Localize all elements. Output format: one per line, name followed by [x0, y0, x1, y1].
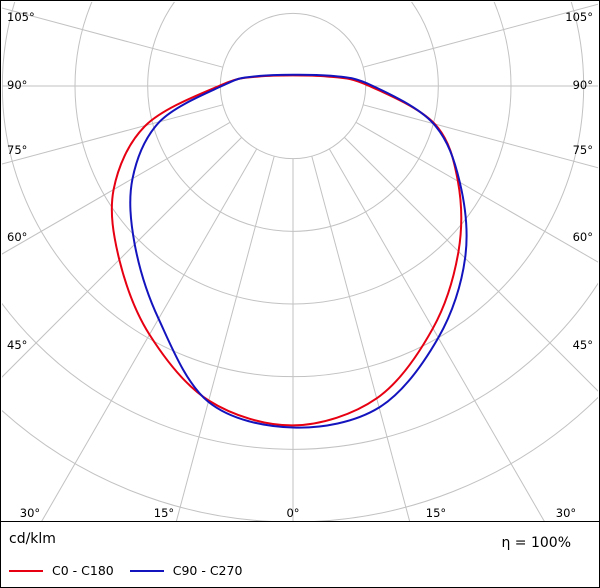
grid-spoke [2, 7, 223, 68]
grid-spoke [363, 3, 598, 68]
angle-label-right: 75° [573, 143, 593, 157]
angle-label-bottom: 30° [20, 506, 40, 520]
polar-chart: 105° 90° 75° 60° 45° 105° 90° 75° 60° 45° 30° 15° 0°… [2, 2, 598, 521]
grid-spoke [311, 156, 411, 521]
grid-spoke [175, 156, 275, 521]
grid-spoke [2, 137, 242, 378]
unit-label: cd/klm [9, 531, 56, 547]
angle-label-right: 60° [573, 230, 593, 244]
legend-label: C0 - C180 [52, 563, 114, 578]
grid-spoke [328, 148, 545, 521]
angle-label-left: 90° [7, 78, 27, 92]
grid-spoke [2, 104, 223, 165]
grid-spoke [2, 121, 231, 255]
legend: C0 - C180 C90 - C270 [9, 563, 258, 578]
angle-label-left: 105° [7, 10, 35, 24]
polar-plot-area: 105° 90° 75° 60° 45° 105° 90° 75° 60° 45° 30° 15° 0°… [1, 1, 599, 522]
grid-ring [219, 12, 367, 160]
grid-ring [2, 396, 598, 521]
angle-label-bottom: 30° [556, 506, 576, 520]
legend-item-c0-c180: C0 - C180 [9, 563, 114, 578]
chart-footer: cd/klm η = 100% C0 - C180 C90 - C270 [1, 523, 599, 587]
angle-label-right: 45° [573, 338, 593, 352]
angle-label-bottom: 0° [286, 506, 299, 520]
efficiency-label: η = 100% [501, 535, 571, 551]
angle-label-bottom: 15° [426, 506, 446, 520]
legend-item-c90-c270: C90 - C270 [129, 563, 243, 578]
legend-swatch-red-line [9, 569, 43, 572]
grid-spoke [344, 137, 598, 392]
grid-spoke [41, 148, 258, 521]
angle-label-left: 75° [7, 143, 27, 157]
grid-ring [2, 282, 598, 450]
curve-C0-C180 [110, 74, 463, 427]
grid-spoke [363, 104, 598, 169]
angle-label-right: 105° [565, 10, 593, 24]
grid-spoke [355, 121, 598, 263]
legend-label: C90 - C270 [172, 563, 243, 578]
curve-C90-C270 [129, 73, 468, 429]
angle-label-left: 45° [7, 338, 27, 352]
legend-swatch-blue-line [129, 569, 164, 572]
angle-label-bottom: 15° [154, 506, 174, 520]
angle-label-right: 90° [573, 78, 593, 92]
angle-label-left: 60° [7, 230, 27, 244]
